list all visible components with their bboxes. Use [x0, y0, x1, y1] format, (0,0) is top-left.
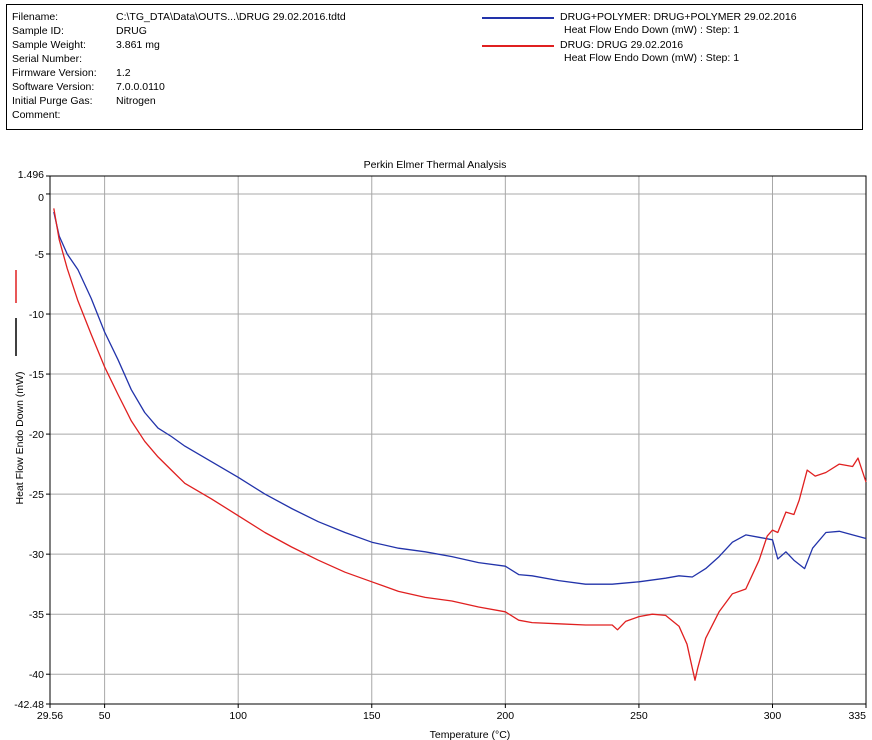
- meta-label: Software Version:: [12, 81, 95, 93]
- x-tick-label: 200: [497, 710, 515, 722]
- grid-lines: [49, 175, 867, 705]
- meta-value: C:\TG_DTA\Data\OUTS...\DRUG 29.02.2016.t…: [116, 11, 346, 23]
- meta-label: Serial Number:: [12, 53, 83, 65]
- y-tick-label: -20: [29, 429, 44, 441]
- meta-row: Firmware Version: 1.2: [12, 67, 131, 79]
- meta-row: Initial Purge Gas: Nitrogen: [12, 95, 156, 107]
- legend-swatch: [482, 45, 554, 47]
- meta-row: Sample Weight: 3.861 mg: [12, 39, 160, 51]
- legend-series-sub: Heat Flow Endo Down (mW) : Step: 1: [564, 24, 740, 36]
- y-tick-label: -42.48: [14, 699, 44, 711]
- series-lines: [53, 208, 867, 681]
- series-line: [53, 211, 867, 585]
- meta-label: Firmware Version:: [12, 67, 97, 79]
- legend-series-name: DRUG+POLYMER: DRUG+POLYMER 29.02.2016: [560, 11, 797, 23]
- y-tick-label: -35: [29, 609, 44, 621]
- legend-swatch: [482, 17, 554, 19]
- x-tick-label: 100: [229, 710, 247, 722]
- meta-value: 7.0.0.0110: [116, 81, 165, 93]
- y-tick-label: -15: [29, 369, 44, 381]
- x-tick-label: 29.56: [37, 710, 63, 722]
- meta-value: DRUG: [116, 25, 147, 37]
- x-tick-label: 50: [99, 710, 111, 722]
- plot-frame: [49, 175, 867, 705]
- meta-label: Sample Weight:: [12, 39, 86, 51]
- y-tick-label: -40: [29, 669, 44, 681]
- metadata-header: [6, 4, 863, 130]
- meta-value: 3.861 mg: [116, 39, 160, 51]
- meta-label: Filename:: [12, 11, 59, 23]
- y-tick-label: 1.496: [18, 169, 44, 181]
- x-tick-label: 150: [363, 710, 381, 722]
- meta-label: Sample ID:: [12, 25, 64, 37]
- y-tick-label: -30: [29, 549, 44, 561]
- y-tick-label: 0: [38, 192, 44, 204]
- series-line: [53, 208, 867, 681]
- meta-label: Initial Purge Gas:: [12, 95, 93, 107]
- meta-label: Comment:: [12, 109, 61, 121]
- y-axis-label: Heat Flow Endo Down (mW): [14, 371, 26, 504]
- meta-row: Sample ID: DRUG: [12, 25, 147, 37]
- x-tick-label: 250: [630, 710, 648, 722]
- meta-row: Comment:: [12, 109, 116, 121]
- legend-series-name: DRUG: DRUG 29.02.2016: [560, 39, 684, 51]
- legend-series-sub: Heat Flow Endo Down (mW) : Step: 1: [564, 52, 740, 64]
- meta-row: Software Version: 7.0.0.0110: [12, 81, 165, 93]
- meta-value: Nitrogen: [116, 95, 156, 107]
- y-tick-label: -10: [29, 309, 44, 321]
- chart-title: Perkin Elmer Thermal Analysis: [364, 159, 507, 171]
- meta-row: Filename: C:\TG_DTA\Data\OUTS...\DRUG 29.…: [12, 11, 346, 23]
- axis-ticks: 29.56 50 100 150 200 250 300 335 1.496 0 -5 -10 -15 -…: [14, 169, 867, 722]
- x-tick-label: 335: [848, 710, 866, 722]
- x-axis-label: Temperature (°C): [430, 729, 511, 740]
- y-tick-label: -25: [29, 489, 44, 501]
- meta-value: 1.2: [116, 67, 131, 79]
- x-tick-label: 300: [764, 710, 782, 722]
- y-tick-label: -5: [35, 249, 44, 261]
- meta-row: Serial Number:: [12, 53, 116, 65]
